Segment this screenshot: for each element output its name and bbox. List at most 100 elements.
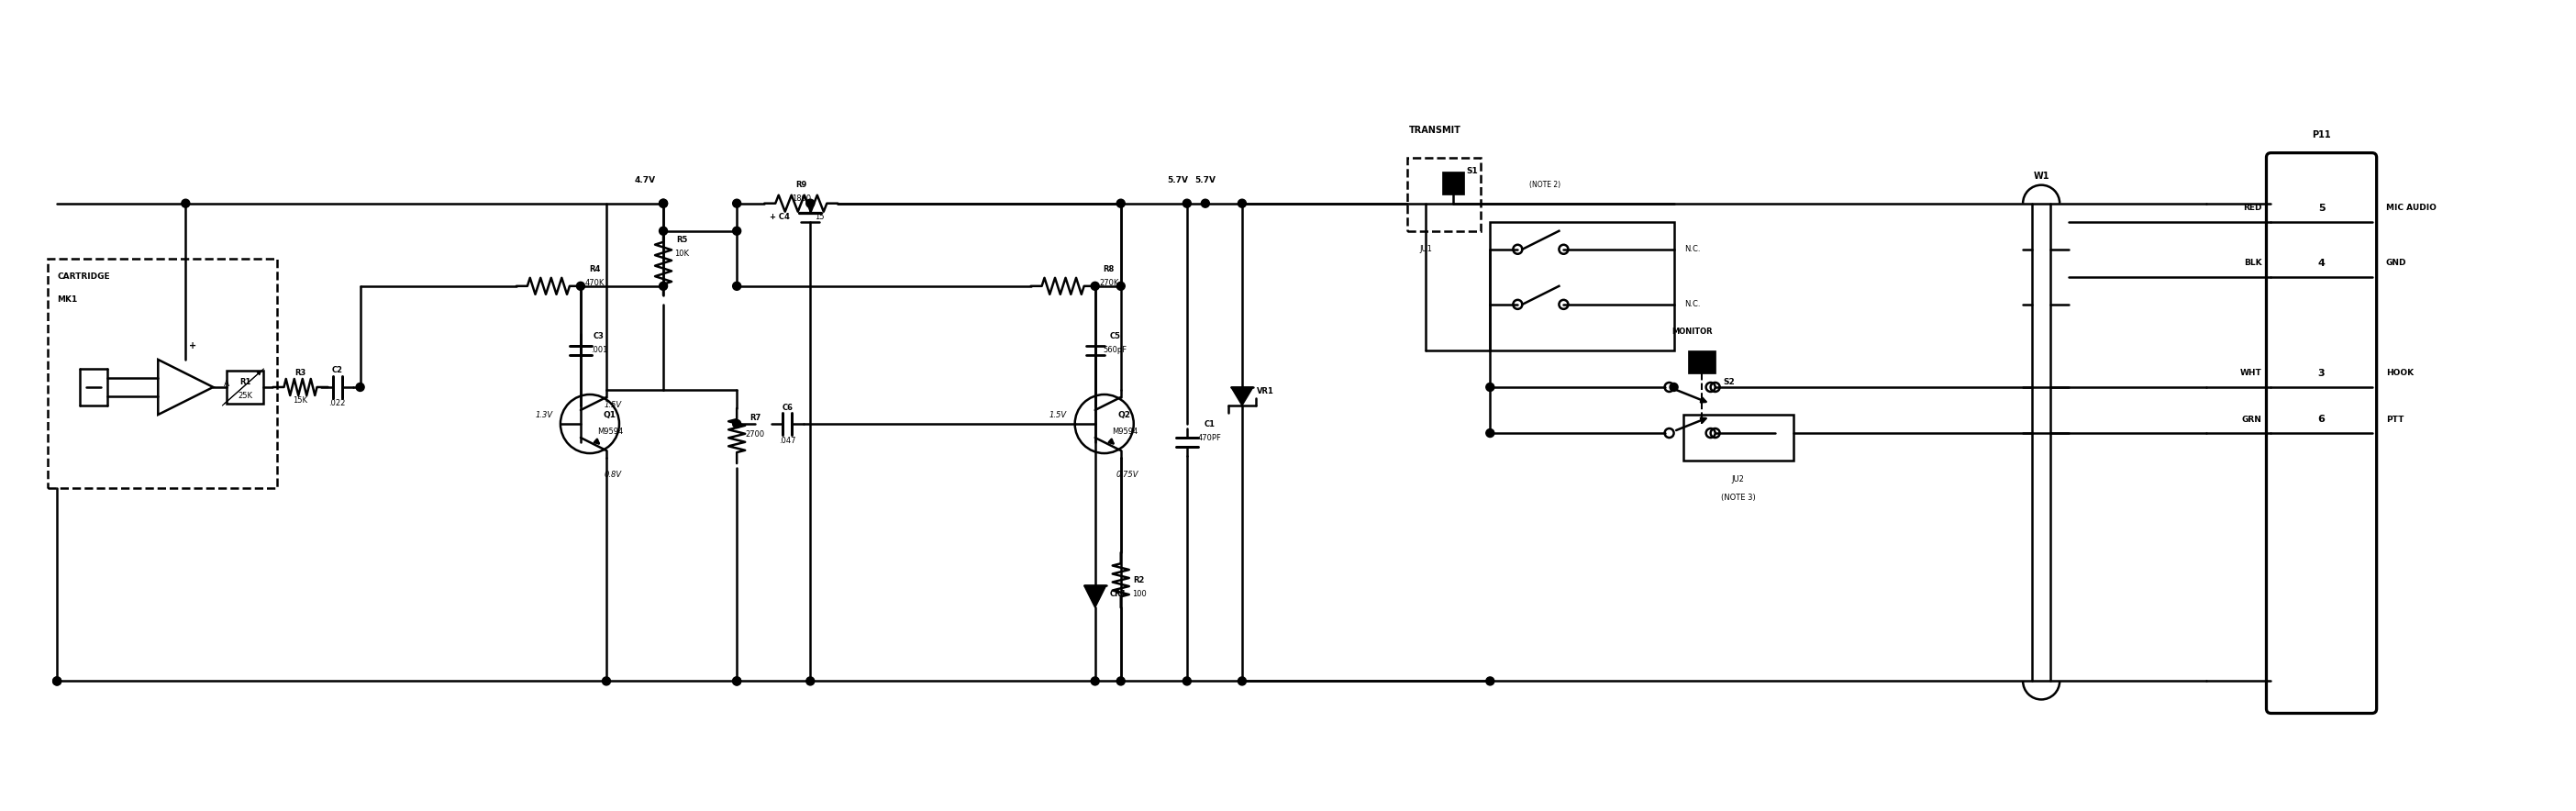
Circle shape [1092, 677, 1100, 685]
Text: M9594: M9594 [598, 427, 623, 436]
Text: CR1: CR1 [1110, 590, 1126, 598]
Text: 470K: 470K [585, 279, 605, 287]
Circle shape [1115, 282, 1126, 290]
Polygon shape [1231, 387, 1252, 406]
Text: N.C.: N.C. [1685, 245, 1700, 254]
Text: 5: 5 [2318, 204, 2326, 212]
Text: 560pF: 560pF [1103, 346, 1128, 354]
Text: 4.7V: 4.7V [634, 176, 654, 185]
Circle shape [355, 383, 363, 391]
Circle shape [732, 200, 742, 208]
Text: R4: R4 [590, 265, 600, 273]
Text: RED: RED [2244, 204, 2262, 212]
Text: R7: R7 [750, 414, 760, 422]
Text: 100: 100 [1131, 590, 1146, 598]
Text: C5: C5 [1110, 333, 1121, 341]
Text: 6: 6 [2318, 414, 2326, 424]
Circle shape [180, 200, 191, 208]
Circle shape [1486, 383, 1494, 391]
Text: .047: .047 [778, 436, 796, 444]
Text: C2: C2 [332, 367, 343, 375]
Text: 470PF: 470PF [1198, 434, 1221, 442]
Text: JU1: JU1 [1419, 245, 1432, 254]
Circle shape [659, 227, 667, 235]
Circle shape [54, 677, 62, 685]
Circle shape [1115, 677, 1126, 685]
Text: 270K: 270K [1100, 279, 1118, 287]
Circle shape [603, 677, 611, 685]
Text: (NOTE 3): (NOTE 3) [1721, 493, 1754, 501]
Circle shape [732, 227, 742, 235]
Circle shape [1486, 429, 1494, 437]
Text: N.C.: N.C. [1685, 300, 1700, 308]
Text: GRN: GRN [2241, 415, 2262, 423]
Text: Q1: Q1 [603, 410, 616, 418]
Text: 10K: 10K [675, 250, 688, 258]
Text: W1: W1 [2032, 171, 2050, 180]
Text: 1800: 1800 [791, 195, 811, 203]
FancyBboxPatch shape [1687, 350, 1716, 373]
Text: HOOK: HOOK [2385, 369, 2414, 377]
Circle shape [806, 200, 814, 208]
Circle shape [659, 200, 667, 208]
Text: 1.5V: 1.5V [603, 401, 621, 410]
Text: 15: 15 [814, 213, 824, 221]
Text: GND: GND [2385, 259, 2406, 268]
Circle shape [1669, 383, 1677, 391]
Text: R1: R1 [240, 379, 250, 387]
Circle shape [1092, 282, 1100, 290]
Text: VR1: VR1 [1257, 388, 1273, 396]
Text: R9: R9 [796, 181, 806, 189]
Text: MIC AUDIO: MIC AUDIO [2385, 204, 2437, 212]
Text: 4: 4 [2318, 259, 2326, 268]
Circle shape [1182, 200, 1190, 208]
Text: 5.7V: 5.7V [1195, 176, 1216, 185]
Text: 1.5V: 1.5V [1048, 410, 1066, 418]
Circle shape [732, 677, 742, 685]
Text: + C4: + C4 [770, 213, 791, 221]
Text: S2: S2 [1723, 379, 1734, 387]
Text: 5.7V: 5.7V [1167, 176, 1188, 185]
Circle shape [1239, 677, 1247, 685]
Circle shape [659, 282, 667, 290]
Circle shape [1486, 677, 1494, 685]
Text: .001: .001 [590, 346, 608, 354]
Text: C6: C6 [783, 403, 793, 411]
Text: S1: S1 [1466, 167, 1479, 175]
Text: 0.8V: 0.8V [603, 470, 621, 478]
Text: MONITOR: MONITOR [1672, 328, 1713, 336]
Text: 0.75V: 0.75V [1115, 470, 1139, 478]
Text: JU2: JU2 [1731, 475, 1744, 483]
Text: MK1: MK1 [57, 296, 77, 304]
Text: C3: C3 [592, 333, 605, 341]
Text: 2700: 2700 [744, 430, 765, 438]
Text: R8: R8 [1103, 265, 1115, 273]
Polygon shape [1084, 586, 1105, 607]
Text: 3: 3 [2318, 369, 2326, 378]
Circle shape [577, 282, 585, 290]
Circle shape [732, 282, 742, 290]
Text: PTT: PTT [2385, 415, 2403, 423]
Text: M9594: M9594 [1110, 427, 1139, 436]
Text: WHT: WHT [2241, 369, 2262, 377]
Circle shape [806, 677, 814, 685]
FancyBboxPatch shape [1443, 171, 1463, 194]
Circle shape [1115, 200, 1126, 208]
Circle shape [732, 677, 742, 685]
Circle shape [1239, 200, 1247, 208]
Text: BLK: BLK [2244, 259, 2262, 268]
Text: R3: R3 [294, 369, 307, 377]
Text: Q2: Q2 [1118, 410, 1131, 418]
Text: R2: R2 [1133, 576, 1144, 584]
Text: P11: P11 [2313, 130, 2331, 139]
Text: +: + [188, 341, 196, 350]
Text: A: A [224, 380, 229, 388]
Text: 25K: 25K [237, 393, 252, 401]
Text: .022: .022 [330, 400, 345, 408]
Text: CARTRIDGE: CARTRIDGE [57, 272, 111, 281]
Text: (NOTE 2): (NOTE 2) [1530, 181, 1561, 189]
Text: 1.3V: 1.3V [536, 410, 554, 418]
Text: C1: C1 [1206, 420, 1216, 428]
Text: R5: R5 [675, 236, 688, 244]
Text: 15K: 15K [294, 397, 307, 405]
